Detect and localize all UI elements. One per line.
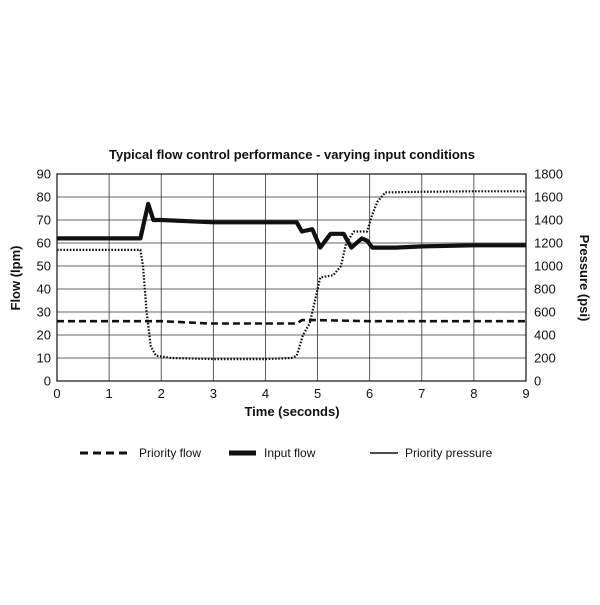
legend: Priority flow Input flow Priority pressu…	[80, 446, 493, 460]
y-right-tick-label: 1200	[534, 236, 563, 251]
x-tick-label: 7	[418, 386, 425, 401]
plot-frame	[56, 173, 527, 382]
y-left-tick-label: 70	[37, 213, 51, 228]
y-left-tick-label: 80	[37, 190, 51, 205]
y-right-tick-label: 0	[534, 374, 541, 389]
chart-title: Typical flow control performance - varyi…	[109, 147, 475, 162]
y-right-tick-label: 400	[534, 328, 556, 343]
x-tick-label: 1	[105, 386, 112, 401]
x-tick-label: 5	[314, 386, 321, 401]
legend-item-input-flow: Input flow	[229, 446, 316, 460]
y-left-axis-label: Flow (lpm)	[8, 246, 23, 311]
y-left-tick-label: 50	[37, 259, 51, 274]
y-right-tick-label: 1000	[534, 259, 563, 274]
y-right-axis-label: Pressure (psi)	[577, 235, 592, 322]
x-tick-label: 0	[53, 386, 60, 401]
x-tick-label: 6	[366, 386, 373, 401]
series-line-priority-pressure	[57, 190, 526, 361]
y-left-tick-label: 90	[37, 167, 51, 182]
legend-item-priority-flow: Priority flow	[80, 446, 201, 460]
y-right-tick-label: 200	[534, 351, 556, 366]
y-left-tick-label: 30	[37, 305, 51, 320]
y-left-tick-label: 20	[37, 328, 51, 343]
legend-label-priority-pressure: Priority pressure	[405, 446, 493, 460]
grid	[56, 173, 527, 382]
y-right-tick-labels: 0 200 400 600 800 1000 1200 1400 1600 1800	[534, 167, 563, 389]
series-line-input-flow	[57, 201, 526, 250]
legend-item-priority-pressure: Priority pressure	[370, 446, 493, 460]
y-right-tick-label: 1600	[534, 190, 563, 205]
y-right-tick-label: 800	[534, 282, 556, 297]
y-left-tick-labels: 0 10 20 30 40 50 60 70 80 90	[37, 167, 51, 389]
y-right-tick-label: 1400	[534, 213, 563, 228]
y-left-tick-label: 40	[37, 282, 51, 297]
y-right-tick-label: 600	[534, 305, 556, 320]
y-left-tick-label: 10	[37, 351, 51, 366]
x-axis-label: Time (seconds)	[244, 404, 339, 419]
x-tick-label: 8	[470, 386, 477, 401]
y-left-tick-label: 60	[37, 236, 51, 251]
series-layer	[57, 190, 526, 361]
y-right-tick-label: 1800	[534, 167, 563, 182]
series-line-priority-flow	[57, 318, 526, 325]
legend-label-input-flow: Input flow	[264, 446, 316, 460]
y-left-tick-label: 0	[44, 374, 51, 389]
x-tick-labels: 0 1 2 3 4 5 6 7 8 9	[53, 386, 529, 401]
x-tick-label: 2	[158, 386, 165, 401]
x-tick-label: 4	[262, 386, 269, 401]
x-tick-label: 3	[210, 386, 217, 401]
legend-label-priority-flow: Priority flow	[139, 446, 201, 460]
x-tick-label: 9	[522, 386, 529, 401]
